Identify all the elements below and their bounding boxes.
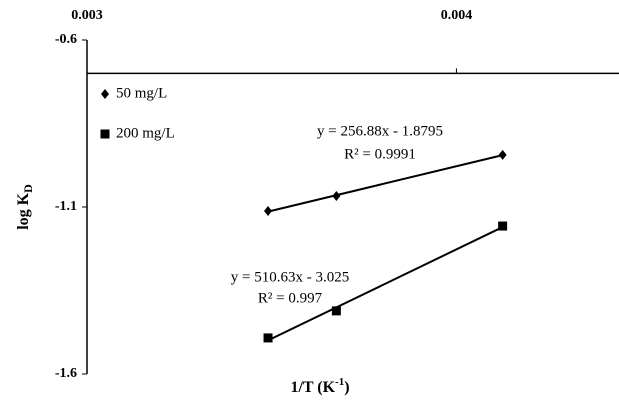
- trendline: [267, 154, 503, 213]
- x-tick-label: 0.004: [441, 8, 473, 23]
- trendline: [267, 226, 504, 342]
- y-axis-title: log KD: [15, 184, 35, 230]
- equation: y = 510.63x - 3.025: [231, 269, 349, 285]
- equation: y = 256.88x - 1.8795: [317, 123, 443, 139]
- point: [263, 333, 273, 343]
- x-axis-title: 1/T (K-1): [290, 376, 349, 396]
- legend-marker: [100, 129, 110, 139]
- r-squared: R² = 0.997: [258, 290, 323, 306]
- legend-label: 200 mg/L: [116, 125, 175, 141]
- point: [498, 149, 507, 160]
- r-squared: R² = 0.9991: [344, 146, 416, 162]
- point: [498, 221, 508, 231]
- point: [331, 306, 341, 316]
- y-tick-label: -1.1: [55, 199, 77, 214]
- legend-label: 50 mg/L: [116, 85, 167, 101]
- x-axis-title-end: ): [344, 379, 349, 396]
- legend-marker: [101, 89, 109, 99]
- point: [264, 206, 273, 217]
- x-axis-title-sup: -1: [335, 376, 344, 388]
- y-axis-title-sub: D: [21, 184, 35, 193]
- y-tick-label: -0.6: [55, 32, 77, 47]
- point: [332, 190, 341, 201]
- y-tick-label: -1.6: [55, 366, 77, 381]
- x-tick-label: 0.003: [71, 8, 103, 23]
- y-axis-title-main: log K: [15, 192, 32, 229]
- x-axis-title-main: 1/T (K: [290, 379, 335, 396]
